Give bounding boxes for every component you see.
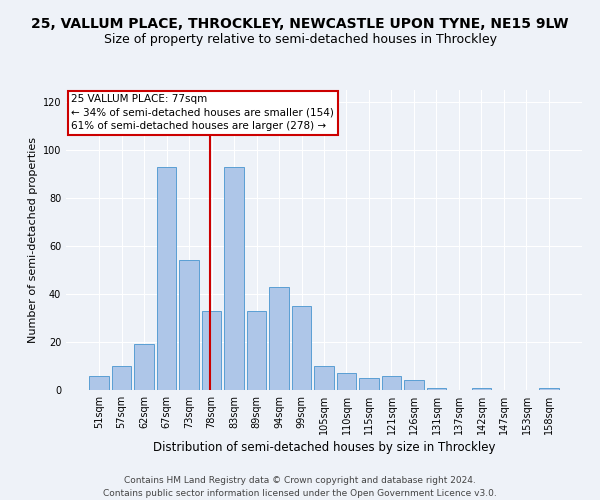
Bar xyxy=(224,167,244,390)
Bar xyxy=(359,378,379,390)
Bar xyxy=(202,311,221,390)
Bar xyxy=(292,306,311,390)
Bar xyxy=(382,376,401,390)
Bar xyxy=(539,388,559,390)
Bar xyxy=(112,366,131,390)
Bar xyxy=(337,373,356,390)
Text: Contains HM Land Registry data © Crown copyright and database right 2024.
Contai: Contains HM Land Registry data © Crown c… xyxy=(103,476,497,498)
X-axis label: Distribution of semi-detached houses by size in Throckley: Distribution of semi-detached houses by … xyxy=(153,441,495,454)
Bar xyxy=(247,311,266,390)
Y-axis label: Number of semi-detached properties: Number of semi-detached properties xyxy=(28,137,38,343)
Text: 25, VALLUM PLACE, THROCKLEY, NEWCASTLE UPON TYNE, NE15 9LW: 25, VALLUM PLACE, THROCKLEY, NEWCASTLE U… xyxy=(31,18,569,32)
Bar xyxy=(157,167,176,390)
Bar xyxy=(179,260,199,390)
Text: 25 VALLUM PLACE: 77sqm
← 34% of semi-detached houses are smaller (154)
61% of se: 25 VALLUM PLACE: 77sqm ← 34% of semi-det… xyxy=(71,94,334,131)
Bar xyxy=(89,376,109,390)
Bar xyxy=(314,366,334,390)
Bar xyxy=(427,388,446,390)
Bar xyxy=(472,388,491,390)
Bar xyxy=(134,344,154,390)
Bar xyxy=(404,380,424,390)
Bar xyxy=(269,287,289,390)
Text: Size of property relative to semi-detached houses in Throckley: Size of property relative to semi-detach… xyxy=(104,32,497,46)
